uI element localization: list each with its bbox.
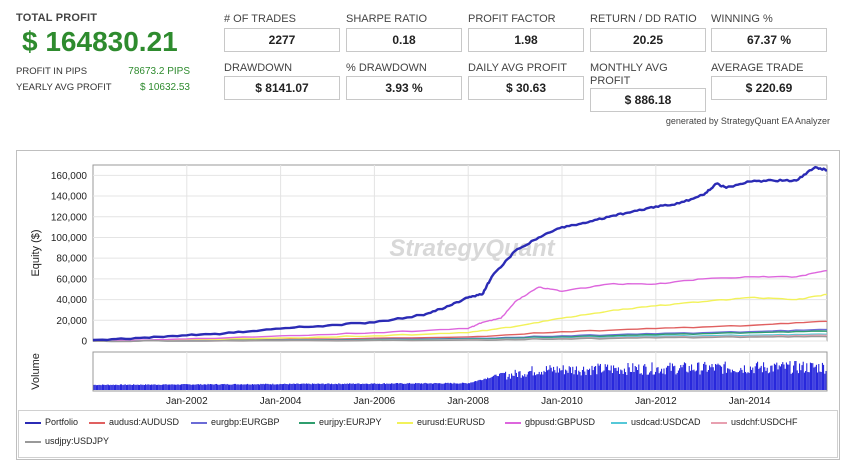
chart-legend: Portfolio audusd:AUDUSD eurgbp:EURGBP eurjp… [18, 410, 838, 458]
legend-item: audusd:AUDUSD [89, 417, 179, 427]
x-tick-label: Jan-2010 [541, 396, 583, 407]
y-tick-label: 120,000 [51, 212, 88, 223]
x-tick-label: Jan-2006 [354, 396, 396, 407]
y-tick-label: 140,000 [51, 192, 88, 203]
legend-label: Portfolio [45, 417, 79, 427]
legend-item: eurjpy:EURJPY [299, 417, 382, 427]
stat-value-return-dd: 20.25 [590, 28, 706, 52]
legend-swatch [711, 421, 727, 424]
legend-label: usdcad:USDCAD [631, 417, 701, 427]
stat-value-profit-factor: 1.98 [468, 28, 584, 52]
y-tick-label: 80,000 [56, 254, 87, 265]
legend-item: eurusd:EURUSD [397, 417, 485, 427]
legend-item: Portfolio [25, 417, 78, 427]
x-tick-label: Jan-2008 [447, 396, 489, 407]
stat-value-sharpe: 0.18 [346, 28, 462, 52]
profit-in-pips-label: PROFIT IN PIPS [16, 66, 88, 77]
volume-axis-label: Volume [30, 353, 42, 390]
legend-swatch [397, 421, 413, 424]
y-tick-label: 0 [81, 337, 87, 348]
stat-label-profit-factor: PROFIT FACTOR [468, 13, 556, 25]
legend-swatch [191, 421, 207, 424]
stat-label-pct-drawdown: % DRAWDOWN [346, 62, 427, 74]
generated-by-note: generated by StrategyQuant EA Analyzer [665, 116, 830, 126]
stat-label-average-trade: AVERAGE TRADE [711, 62, 804, 74]
x-tick-label: Jan-2004 [260, 396, 302, 407]
stat-value-daily-avg: $ 30.63 [468, 76, 584, 100]
legend-label: eurjpy:EURJPY [319, 417, 382, 427]
legend-label: audusd:AUDUSD [109, 417, 180, 427]
stat-label-sharpe: SHARPE RATIO [346, 13, 428, 25]
total-profit-value: $ 164830.21 [22, 26, 178, 57]
legend-label: eurusd:EURUSD [417, 417, 486, 427]
stat-label-monthly-avg: MONTHLY AVG PROFIT [590, 62, 668, 87]
y-tick-label: 40,000 [56, 295, 87, 306]
legend-item: usdcad:USDCAD [611, 417, 701, 427]
legend-swatch [89, 421, 105, 424]
legend-label: eurgbp:EURGBP [211, 417, 280, 427]
series-line-eurusd-eurusd [92, 293, 828, 343]
stat-value-pct-drawdown: 3.93 % [346, 76, 462, 100]
series-line-portfolio [92, 165, 828, 342]
series-line-gbpusd-gbpusd [92, 269, 828, 342]
yearly-avg-label: YEARLY AVG PROFIT [16, 82, 112, 93]
y-axis-label: Equity ($) [30, 229, 42, 276]
stat-value-drawdown: $ 8141.07 [224, 76, 340, 100]
stat-value-trades: 2277 [224, 28, 340, 52]
chart-panel: 0 20,000 40,000 60,000 80,000 100,000 120,000 1… [16, 150, 840, 460]
equity-chart: 0 20,000 40,000 60,000 80,000 100,000 120,000 1… [30, 164, 828, 407]
x-tick-label: Jan-2002 [166, 396, 208, 407]
legend-swatch [25, 421, 41, 424]
total-profit-label: TOTAL PROFIT [16, 12, 98, 24]
legend-label: usdjpy:USDJPY [45, 436, 110, 446]
stat-value-winning: 67.37 % [711, 28, 827, 52]
chart-watermark: StrategyQuant [389, 235, 555, 262]
stat-label-daily-avg: DAILY AVG PROFIT [468, 62, 568, 74]
x-tick-label: Jan-2012 [635, 396, 677, 407]
legend-swatch [299, 421, 315, 424]
stat-label-drawdown: DRAWDOWN [224, 62, 293, 74]
legend-item: usdjpy:USDJPY [25, 436, 109, 446]
legend-swatch [505, 421, 521, 424]
profit-in-pips-value: 78673.2 PIPS [128, 66, 190, 77]
series-line-usdjpy-usdjpy [92, 335, 828, 343]
x-tick-label: Jan-2014 [729, 396, 771, 407]
legend-item: eurgbp:EURGBP [191, 417, 280, 427]
y-tick-label: 160,000 [51, 171, 88, 182]
y-tick-label: 20,000 [56, 316, 87, 327]
stat-label-winning: WINNING % [711, 13, 773, 25]
stat-value-average-trade: $ 220.69 [711, 76, 827, 100]
stat-value-monthly-avg: $ 886.18 [590, 88, 706, 112]
yearly-avg-value: $ 10632.53 [139, 82, 190, 93]
legend-label: usdchf:USDCHF [731, 417, 798, 427]
legend-swatch [611, 421, 627, 424]
legend-swatch [25, 440, 41, 443]
stat-label-return-dd: RETURN / DD RATIO [590, 13, 697, 25]
stat-label-trades: # OF TRADES [224, 13, 296, 25]
legend-label: gbpusd:GBPUSD [525, 417, 596, 427]
y-tick-label: 60,000 [56, 274, 87, 285]
legend-item: usdchf:USDCHF [711, 417, 798, 427]
y-tick-label: 100,000 [51, 233, 88, 244]
legend-item: gbpusd:GBPUSD [505, 417, 595, 427]
